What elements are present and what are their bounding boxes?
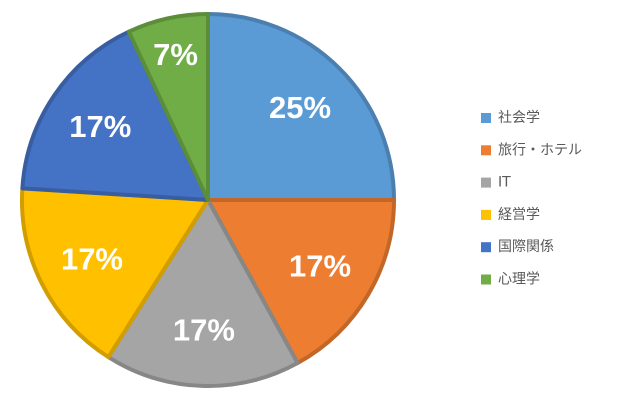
legend-swatch xyxy=(481,177,491,188)
legend-label: IT xyxy=(498,175,511,191)
pie-slice xyxy=(106,198,300,388)
pie-slice xyxy=(20,29,210,202)
legend-swatch xyxy=(481,242,491,253)
legend-swatch xyxy=(481,274,491,285)
legend-label: 旅行・ホテル xyxy=(498,142,582,158)
pie-slice xyxy=(126,12,210,202)
data-label: 17% xyxy=(289,248,351,283)
legend-swatch xyxy=(481,145,491,156)
data-label: 25% xyxy=(269,90,331,125)
data-label: 7% xyxy=(153,37,198,72)
legend-label: 経営学 xyxy=(498,207,540,223)
legend-swatch xyxy=(481,113,491,123)
pie-slice xyxy=(206,12,396,202)
data-label: 17% xyxy=(173,312,235,347)
legend-swatch xyxy=(481,209,491,220)
pie-slice xyxy=(206,198,396,365)
legend-label: 国際関係 xyxy=(498,239,554,255)
data-label: 17% xyxy=(69,109,131,144)
pie-slice xyxy=(20,186,210,360)
data-label: 17% xyxy=(61,241,123,276)
legend-label: 社会学 xyxy=(498,110,540,126)
legend-label: 心理学 xyxy=(498,272,540,288)
